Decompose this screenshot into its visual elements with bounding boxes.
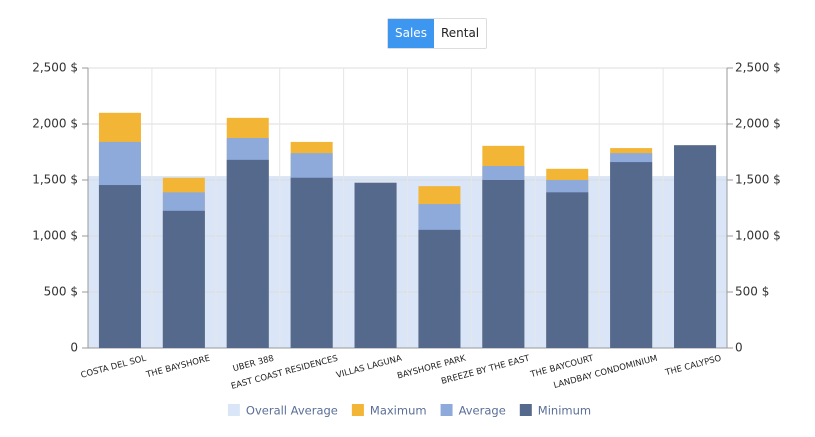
bar bbox=[98, 185, 141, 348]
x-tick-label: COSTA DEL SOL bbox=[80, 354, 148, 381]
toggle-group: Sales Rental bbox=[387, 18, 488, 49]
y-tick-label: 0 bbox=[70, 341, 78, 355]
legend-label: Minimum bbox=[538, 404, 591, 418]
x-tick-label: EAST COAST RESIDENCES bbox=[230, 354, 339, 392]
y2-tick-label: 2,000 $ bbox=[735, 117, 781, 131]
bar bbox=[354, 182, 397, 348]
y-tick-label: 1,500 $ bbox=[32, 173, 78, 187]
bar bbox=[226, 159, 269, 348]
y-tick-label: 2,500 $ bbox=[32, 61, 78, 75]
bar bbox=[162, 210, 205, 348]
y2-tick-label: 0 bbox=[735, 341, 743, 355]
toggle-button[interactable]: Sales bbox=[388, 19, 434, 48]
x-tick-label: THE CALYPSO bbox=[663, 354, 722, 379]
bar bbox=[290, 177, 333, 348]
legend-label: Maximum bbox=[370, 404, 427, 418]
y-tick-label: 500 $ bbox=[44, 285, 78, 299]
y2-tick-label: 1,000 $ bbox=[735, 229, 781, 243]
bar bbox=[674, 145, 717, 348]
legend-swatch bbox=[440, 404, 453, 416]
legend-swatch bbox=[519, 404, 532, 416]
legend-swatch bbox=[227, 404, 240, 416]
y2-tick-label: 1,500 $ bbox=[735, 173, 781, 187]
legend-label: Average bbox=[459, 404, 506, 418]
y2-tick-label: 500 $ bbox=[735, 285, 769, 299]
x-tick-label: VILLAS LAGUNA bbox=[335, 354, 403, 381]
bar bbox=[546, 192, 589, 348]
x-tick-label: THE BAYSHORE bbox=[144, 354, 211, 381]
bar bbox=[482, 180, 525, 348]
y2-tick-label: 2,500 $ bbox=[735, 61, 781, 75]
legend-label: Overall Average bbox=[246, 404, 338, 418]
legend-swatch bbox=[351, 404, 364, 416]
legend: Overall Average Maximum Average Minimum bbox=[227, 404, 591, 418]
bar bbox=[418, 229, 461, 348]
y-tick-label: 2,000 $ bbox=[32, 117, 78, 131]
bar bbox=[610, 162, 653, 348]
y-tick-label: 1,000 $ bbox=[32, 229, 78, 243]
toggle-button[interactable]: Rental bbox=[440, 26, 480, 40]
